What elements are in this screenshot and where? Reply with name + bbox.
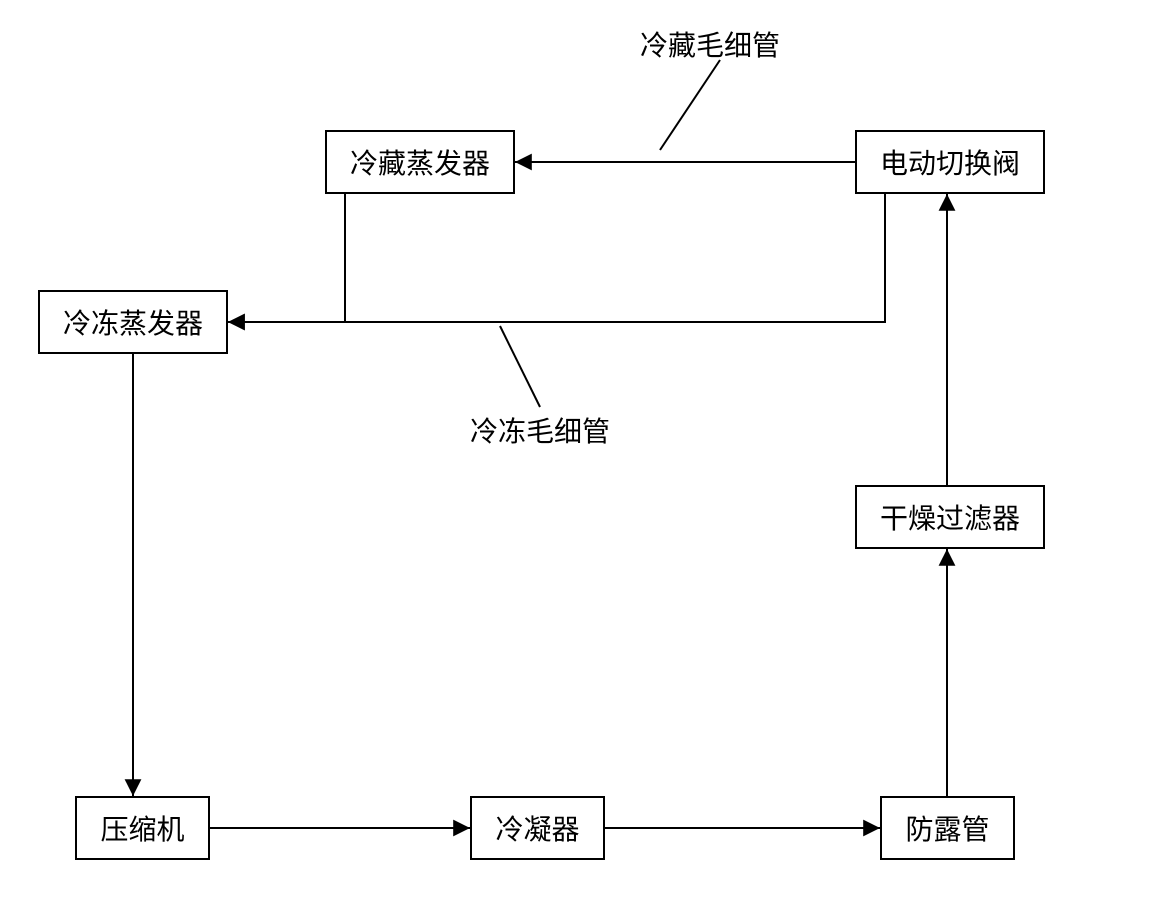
node-label: 冷凝器 — [495, 808, 579, 848]
node-label: 防露管 — [905, 808, 989, 848]
label-refrig_capillary: 冷藏毛细管 — [640, 24, 780, 64]
arrowhead-freeze-capillary-line — [228, 314, 245, 331]
arrowhead-compressor-to-condenser — [453, 820, 470, 837]
node-condenser: 冷凝器 — [470, 796, 605, 860]
edge-freeze-capillary-line — [228, 194, 885, 322]
edge-freeze-capillary-label-line — [500, 326, 540, 407]
arrowhead-freeze-evap-to-compressor — [125, 779, 142, 796]
edge-refrig-evap-to-freeze-evap — [228, 194, 345, 322]
node-label: 电动切换阀 — [880, 142, 1020, 182]
arrowhead-refrig-capillary-line — [515, 154, 532, 171]
node-compressor: 压缩机 — [75, 796, 210, 860]
node-label: 干燥过滤器 — [880, 497, 1020, 537]
node-refrig_evap: 冷藏蒸发器 — [325, 130, 515, 194]
node-label: 压缩机 — [100, 808, 184, 848]
node-drier_filter: 干燥过滤器 — [855, 485, 1045, 549]
node-switch_valve: 电动切换阀 — [855, 130, 1045, 194]
label-freeze_capillary: 冷冻毛细管 — [470, 410, 610, 450]
arrowhead-refrig-evap-to-freeze-evap — [228, 314, 245, 331]
node-label: 冷冻蒸发器 — [63, 302, 203, 342]
edge-refrig-capillary-label-line — [660, 60, 720, 150]
arrowhead-antidew-to-drier — [939, 549, 956, 566]
node-label: 冷藏蒸发器 — [350, 142, 490, 182]
arrowhead-drier-to-switchvalve — [939, 194, 956, 211]
node-freeze_evap: 冷冻蒸发器 — [38, 290, 228, 354]
arrowhead-condenser-to-antidew — [863, 820, 880, 837]
flow-diagram: 冷藏蒸发器 电动切换阀冷冻蒸发器干燥过滤器压缩机 冷凝器 防露管 冷藏毛细管冷冻毛细管 — [0, 0, 1172, 903]
node-antidew_tube: 防露管 — [880, 796, 1015, 860]
